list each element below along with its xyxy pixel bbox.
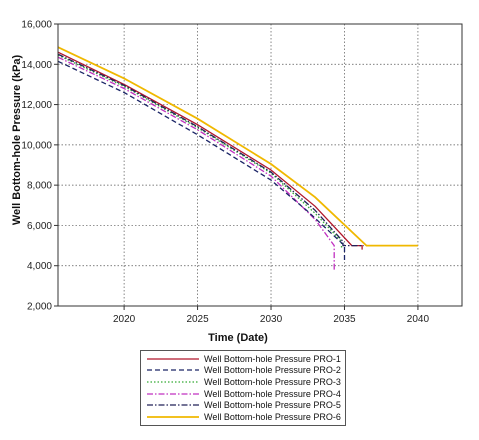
series-line-pro-6	[57, 46, 418, 247]
series-group	[57, 46, 418, 270]
series-line-pro-5	[57, 53, 364, 247]
series-line-pro-2	[57, 60, 346, 262]
y-tick-label: 8,000	[27, 181, 52, 192]
x-tick-label: 2025	[186, 314, 209, 325]
legend-label: Well Bottom-hole Pressure PRO-3	[204, 376, 341, 387]
legend-item-pro-5: Well Bottom-hole Pressure PRO-5	[145, 399, 341, 411]
y-axis-title: Well Bottom-hole Pressure (kPa)	[11, 55, 23, 226]
legend-swatch	[147, 381, 199, 383]
x-tick-label: 2030	[260, 314, 283, 325]
legend-label: Well Bottom-hole Pressure PRO-4	[204, 388, 341, 399]
y-tick-label: 2,000	[27, 302, 52, 313]
legend-item-pro-3: Well Bottom-hole Pressure PRO-3	[145, 376, 341, 388]
y-tick-label: 6,000	[27, 221, 52, 232]
x-tick-label: 2020	[113, 314, 136, 325]
series-line-pro-4	[57, 56, 335, 270]
tick-labels: 2020 2025 2030 2035 2040 2,000 4,000 6,000 8,000…	[21, 20, 429, 326]
x-tick-label: 2040	[407, 314, 430, 325]
y-tick-label: 14,000	[21, 60, 52, 71]
chart: 2020 2025 2030 2035 2040 2,000 4,000 6,000 8,000…	[11, 20, 463, 344]
y-tick-label: 16,000	[21, 20, 52, 31]
y-tick-label: 12,000	[21, 100, 52, 111]
x-axis-title: Time (Date)	[208, 332, 268, 344]
legend-label: Well Bottom-hole Pressure PRO-5	[204, 400, 341, 411]
x-tick-label: 2035	[333, 314, 356, 325]
legend-item-pro-4: Well Bottom-hole Pressure PRO-4	[145, 388, 341, 400]
y-tick-label: 10,000	[21, 140, 52, 151]
legend-swatch	[147, 415, 199, 418]
legend: Well Bottom-hole Pressure PRO-1 Well Bott…	[140, 350, 346, 426]
legend-label: Well Bottom-hole Pressure PRO-6	[204, 411, 341, 422]
legend-label: Well Bottom-hole Pressure PRO-1	[204, 353, 341, 364]
legend-label: Well Bottom-hole Pressure PRO-2	[204, 365, 341, 376]
plot-frame	[57, 23, 463, 307]
legend-item-pro-1: Well Bottom-hole Pressure PRO-1	[145, 353, 341, 365]
legend-item-pro-6: Well Bottom-hole Pressure PRO-6	[145, 411, 341, 423]
legend-swatch	[147, 369, 199, 372]
y-tick-label: 4,000	[27, 261, 52, 272]
legend-item-pro-2: Well Bottom-hole Pressure PRO-2	[145, 365, 341, 377]
legend-swatch	[147, 404, 199, 406]
legend-swatch	[147, 392, 199, 395]
legend-swatch	[147, 358, 199, 360]
